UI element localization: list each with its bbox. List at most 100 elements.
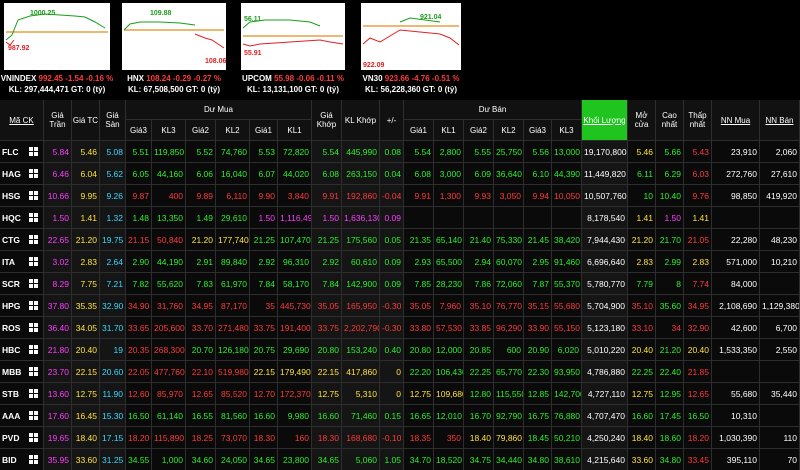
- table-cell: -0.10: [380, 427, 404, 449]
- table-cell: 0.09: [380, 251, 404, 273]
- table-cell: 16,040: [216, 163, 250, 185]
- table-cell: 12.80: [464, 383, 494, 405]
- table-cell: 263,150: [342, 163, 380, 185]
- table-cell: 7.86: [464, 273, 494, 295]
- table-cell: 12.75: [628, 383, 656, 405]
- table-cell: 2.90: [126, 251, 152, 273]
- table-cell: 44,190: [152, 251, 186, 273]
- symbol: SCR: [0, 273, 44, 295]
- table-cell: 4,215,640: [582, 449, 628, 470]
- table-cell: 19: [100, 339, 126, 361]
- table-cell: 21.05: [684, 229, 712, 251]
- index-high: 56.11: [244, 16, 262, 23]
- chart-icon[interactable]: [29, 455, 38, 464]
- table-cell: 70: [760, 449, 800, 470]
- table-cell: -0.04: [380, 185, 404, 207]
- table-cell: 5.46: [72, 141, 100, 163]
- index-high: 109.88: [150, 10, 172, 17]
- table-cell: 2.94: [464, 251, 494, 273]
- table-cell: 72,820: [278, 141, 312, 163]
- table-cell: 55,370: [552, 273, 582, 295]
- table-cell: 36.40: [44, 317, 72, 339]
- chart-icon[interactable]: [29, 169, 38, 178]
- table-cell: 395,110: [712, 449, 760, 470]
- table-cell: 1.41: [684, 207, 712, 229]
- table-cell: 2.92: [250, 251, 278, 273]
- chart-icon[interactable]: [29, 433, 38, 442]
- chart-icon[interactable]: [29, 279, 38, 288]
- table-cell: 6.08: [312, 163, 342, 185]
- table-cell: 12.75: [312, 383, 342, 405]
- chart-icon[interactable]: [29, 147, 38, 156]
- table-cell: 10.66: [44, 185, 72, 207]
- table-cell: 11.90: [100, 383, 126, 405]
- chart-icon[interactable]: [29, 411, 38, 420]
- table-cell: 18,520: [434, 449, 464, 470]
- chart-icon[interactable]: [29, 235, 38, 244]
- table-cell: 109,680: [434, 383, 464, 405]
- table-cell: 22,280: [712, 229, 760, 251]
- table-cell: [494, 207, 524, 229]
- table-cell: 1.48: [126, 207, 152, 229]
- table-cell: 0: [380, 383, 404, 405]
- table-cell: 20.70: [186, 339, 216, 361]
- table-cell: 91,460: [552, 251, 582, 273]
- symbol: HBC: [0, 339, 44, 361]
- table-cell: 21.20: [656, 339, 684, 361]
- table-cell: -0.30: [380, 317, 404, 339]
- table-cell: 34.05: [72, 317, 100, 339]
- table-cell: 271,480: [216, 317, 250, 339]
- table-cell: 0.08: [380, 141, 404, 163]
- table-cell: 21.40: [464, 229, 494, 251]
- table-cell: 28,230: [434, 273, 464, 295]
- chart-icon[interactable]: [29, 213, 38, 222]
- table-cell: 38,420: [552, 229, 582, 251]
- table-cell: 6.46: [44, 163, 72, 185]
- table-cell: 22.30: [524, 361, 552, 383]
- column-header: Cao nhất: [656, 100, 684, 141]
- chart-icon[interactable]: [29, 191, 38, 200]
- table-cell: 35.05: [404, 295, 434, 317]
- symbol: ITA: [0, 251, 44, 273]
- table-cell: 12.95: [656, 383, 684, 405]
- index-name: VN30: [362, 74, 383, 83]
- chart-icon[interactable]: [29, 367, 38, 376]
- table-cell: 34.95: [684, 295, 712, 317]
- chart-icon[interactable]: [29, 301, 38, 310]
- table-cell: 6.07: [250, 163, 278, 185]
- column-header: Khối Lượng: [582, 100, 628, 141]
- table-cell: 21.85: [684, 361, 712, 383]
- chart-icon[interactable]: [29, 257, 38, 266]
- table-cell: 20.40: [628, 339, 656, 361]
- table-cell: 0.09: [380, 273, 404, 295]
- table-cell: 96,310: [278, 251, 312, 273]
- table-cell: 22.65: [44, 229, 72, 251]
- index-low: 987.92: [8, 45, 30, 52]
- table-cell: 34.55: [126, 449, 152, 470]
- table-cell: 23,800: [278, 449, 312, 470]
- table-cell: 165,950: [342, 295, 380, 317]
- table-cell: 44,160: [152, 163, 186, 185]
- table-cell: 0.15: [380, 405, 404, 427]
- table-cell: 18.20: [684, 427, 712, 449]
- table-cell: 34.60: [186, 449, 216, 470]
- table-cell: 6.11: [628, 163, 656, 185]
- column-header: KL Khớp: [342, 100, 380, 141]
- table-cell: 93,950: [552, 361, 582, 383]
- chart-icon[interactable]: [29, 389, 38, 398]
- column-header: Giá Khớp: [312, 100, 342, 141]
- chart-icon[interactable]: [29, 345, 38, 354]
- table-cell: 13,350: [152, 207, 186, 229]
- index-high: 921.04: [420, 14, 442, 21]
- symbol: HQC: [0, 207, 44, 229]
- table-cell: 42,600: [712, 317, 760, 339]
- table-cell: 5.53: [250, 141, 278, 163]
- chart-icon[interactable]: [29, 323, 38, 332]
- table-cell: 31,760: [152, 295, 186, 317]
- table-cell: 33.45: [684, 449, 712, 470]
- table-cell: 11,449,820: [582, 163, 628, 185]
- table-cell: 33.60: [72, 449, 100, 470]
- table-cell: 15.30: [100, 405, 126, 427]
- table-cell: 7,960: [434, 295, 464, 317]
- table-cell: 22.25: [628, 361, 656, 383]
